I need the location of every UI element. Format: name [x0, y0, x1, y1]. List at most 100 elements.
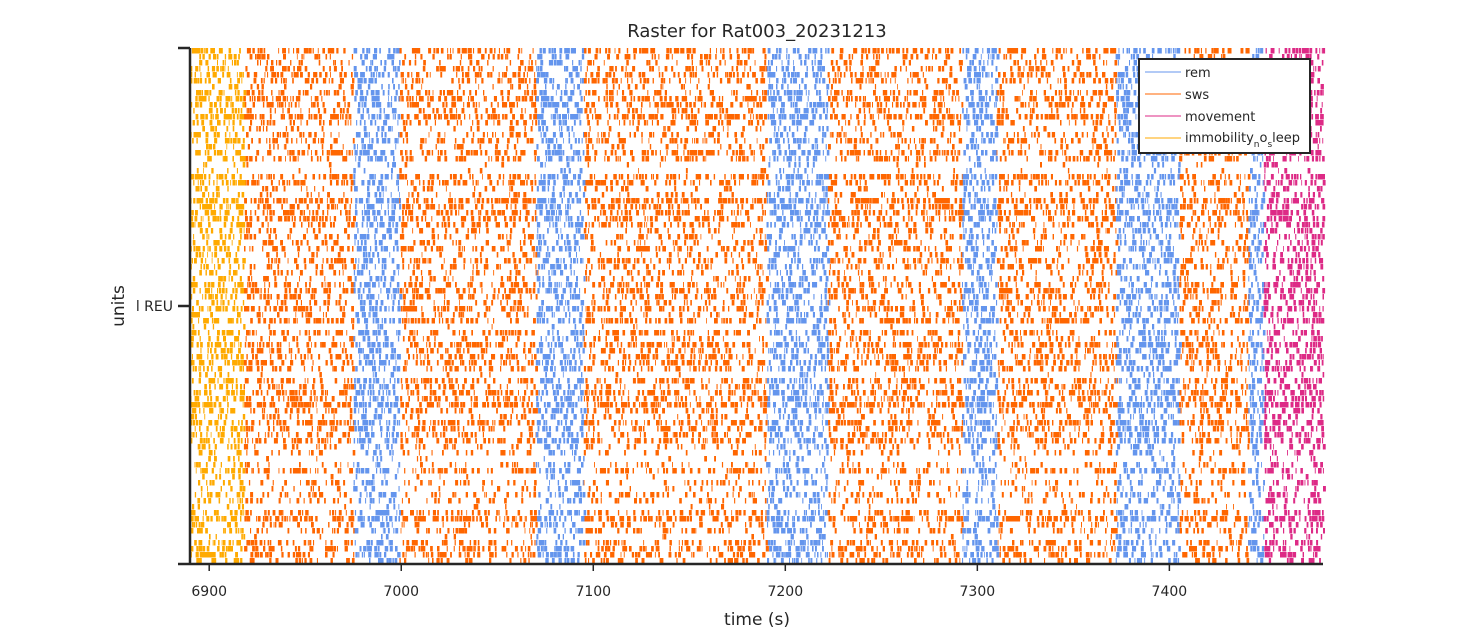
spike-row — [771, 102, 829, 108]
spike-row — [1179, 306, 1249, 312]
spike-row — [190, 546, 243, 552]
spike-row — [584, 186, 732, 192]
spike-row — [1264, 306, 1324, 312]
spike-row — [828, 222, 962, 228]
spike-row — [999, 522, 1108, 528]
spike-row — [997, 432, 1119, 438]
spike-row — [839, 150, 961, 156]
spike-row — [204, 384, 245, 390]
spike-row — [1183, 198, 1245, 204]
spike-row — [767, 402, 830, 408]
spike-row — [963, 228, 997, 234]
spike-row — [1183, 288, 1234, 294]
spike-row — [1249, 360, 1263, 366]
spike-row — [353, 174, 401, 180]
spike-row — [247, 144, 344, 150]
spike-row — [1250, 222, 1266, 228]
spike-row — [1179, 156, 1239, 162]
spike-row — [359, 354, 401, 360]
spike-row — [999, 84, 1114, 90]
spike-row — [1180, 216, 1249, 222]
spike-row — [401, 78, 537, 84]
spike-row — [999, 546, 1116, 552]
spike-row — [828, 174, 965, 180]
spike-row — [1252, 174, 1261, 180]
spike-row — [400, 306, 529, 312]
spike-row — [197, 444, 240, 450]
spike-row — [1122, 258, 1180, 264]
spike-row — [191, 312, 241, 318]
spike-row — [399, 234, 534, 240]
spike-row — [196, 558, 243, 564]
spike-row — [966, 168, 986, 174]
spike-row — [1250, 342, 1263, 348]
spike-row — [191, 48, 241, 54]
spike-row — [838, 120, 961, 126]
spike-row — [1253, 234, 1259, 240]
spike-row — [997, 438, 1116, 444]
spike-row — [194, 492, 245, 498]
spike-row — [191, 264, 245, 270]
spike-row — [1115, 216, 1174, 222]
spike-row — [597, 546, 769, 552]
spike-row — [547, 330, 585, 336]
spike-row — [1184, 294, 1250, 300]
spike-row — [546, 474, 565, 480]
spike-row — [585, 222, 751, 228]
spike-row — [399, 96, 538, 102]
spike-row — [1273, 324, 1314, 330]
spike-row — [587, 510, 767, 516]
spike-row — [585, 264, 763, 270]
spike-row — [773, 528, 822, 534]
spike-row — [594, 54, 767, 60]
spike-row — [1259, 162, 1262, 168]
epoch-immobility-no-sleep — [190, 48, 247, 564]
spike-row — [355, 156, 395, 162]
spike-row — [196, 300, 245, 306]
spike-row — [195, 252, 238, 258]
spike-row — [897, 168, 955, 174]
spike-row — [246, 330, 348, 336]
spike-row — [400, 246, 535, 252]
spike-row — [536, 396, 583, 402]
spike-row — [554, 294, 581, 300]
spike-row — [1264, 294, 1324, 300]
spike-row — [244, 402, 351, 408]
spike-row — [408, 354, 537, 360]
spike-row — [1116, 552, 1178, 558]
spike-row — [790, 534, 826, 540]
spike-row — [536, 234, 585, 240]
spike-row — [967, 72, 993, 78]
spike-row — [964, 438, 998, 444]
spike-row — [966, 486, 996, 492]
spike-row — [1182, 192, 1244, 198]
spike-row — [1016, 270, 1118, 276]
spike-row — [1250, 210, 1260, 216]
spike-row — [999, 288, 1110, 294]
spike-row — [1254, 204, 1264, 210]
spike-row — [963, 360, 993, 366]
spike-row — [1265, 360, 1324, 366]
spike-row — [839, 54, 951, 60]
spike-row — [545, 498, 582, 504]
spike-row — [536, 402, 578, 408]
spike-row — [1118, 432, 1174, 438]
spike-row — [1120, 180, 1176, 186]
spike-row — [964, 84, 993, 90]
spike-row — [538, 180, 586, 186]
spike-row — [1002, 414, 1111, 420]
spike-row — [1014, 354, 1118, 360]
spike-row — [540, 378, 584, 384]
spike-row — [1179, 222, 1243, 228]
spike-row — [828, 144, 955, 150]
spike-row — [1256, 180, 1264, 186]
spike-row — [1248, 186, 1257, 192]
spike-row — [271, 486, 341, 492]
spike-row — [1228, 534, 1243, 540]
spike-row — [540, 504, 561, 510]
spike-row — [536, 318, 582, 324]
spike-row — [1115, 306, 1177, 312]
spike-row — [967, 66, 998, 72]
spike-row — [1265, 528, 1325, 534]
spike-row — [1151, 456, 1176, 462]
